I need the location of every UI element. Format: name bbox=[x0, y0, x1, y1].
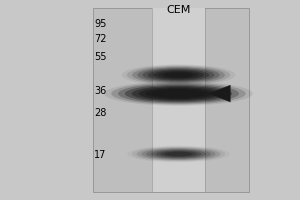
Text: 95: 95 bbox=[94, 19, 106, 29]
Text: 72: 72 bbox=[94, 34, 106, 44]
Ellipse shape bbox=[127, 65, 230, 85]
Bar bbox=[152, 8, 205, 192]
Ellipse shape bbox=[111, 83, 246, 105]
Ellipse shape bbox=[165, 152, 192, 156]
Ellipse shape bbox=[118, 84, 239, 104]
Ellipse shape bbox=[136, 147, 220, 161]
Ellipse shape bbox=[156, 150, 202, 158]
Ellipse shape bbox=[151, 149, 206, 159]
Ellipse shape bbox=[137, 67, 220, 83]
Bar bbox=[93, 8, 249, 192]
Text: 36: 36 bbox=[94, 86, 106, 96]
Ellipse shape bbox=[122, 64, 236, 86]
Ellipse shape bbox=[139, 87, 218, 100]
Ellipse shape bbox=[125, 85, 232, 102]
Ellipse shape bbox=[104, 81, 253, 106]
Ellipse shape bbox=[152, 89, 205, 98]
Ellipse shape bbox=[146, 149, 211, 159]
Ellipse shape bbox=[132, 86, 225, 101]
Ellipse shape bbox=[132, 66, 225, 84]
Text: 55: 55 bbox=[94, 52, 106, 62]
Ellipse shape bbox=[160, 151, 197, 157]
Ellipse shape bbox=[142, 68, 214, 82]
Ellipse shape bbox=[158, 71, 199, 79]
Polygon shape bbox=[209, 85, 230, 102]
Text: 28: 28 bbox=[94, 108, 106, 118]
Ellipse shape bbox=[153, 70, 204, 80]
Ellipse shape bbox=[132, 146, 225, 162]
Ellipse shape bbox=[164, 72, 194, 78]
Ellipse shape bbox=[141, 148, 216, 160]
Text: CEM: CEM bbox=[166, 5, 191, 15]
Ellipse shape bbox=[148, 69, 209, 81]
Text: 17: 17 bbox=[94, 150, 106, 160]
Ellipse shape bbox=[159, 90, 198, 97]
Ellipse shape bbox=[145, 88, 212, 99]
